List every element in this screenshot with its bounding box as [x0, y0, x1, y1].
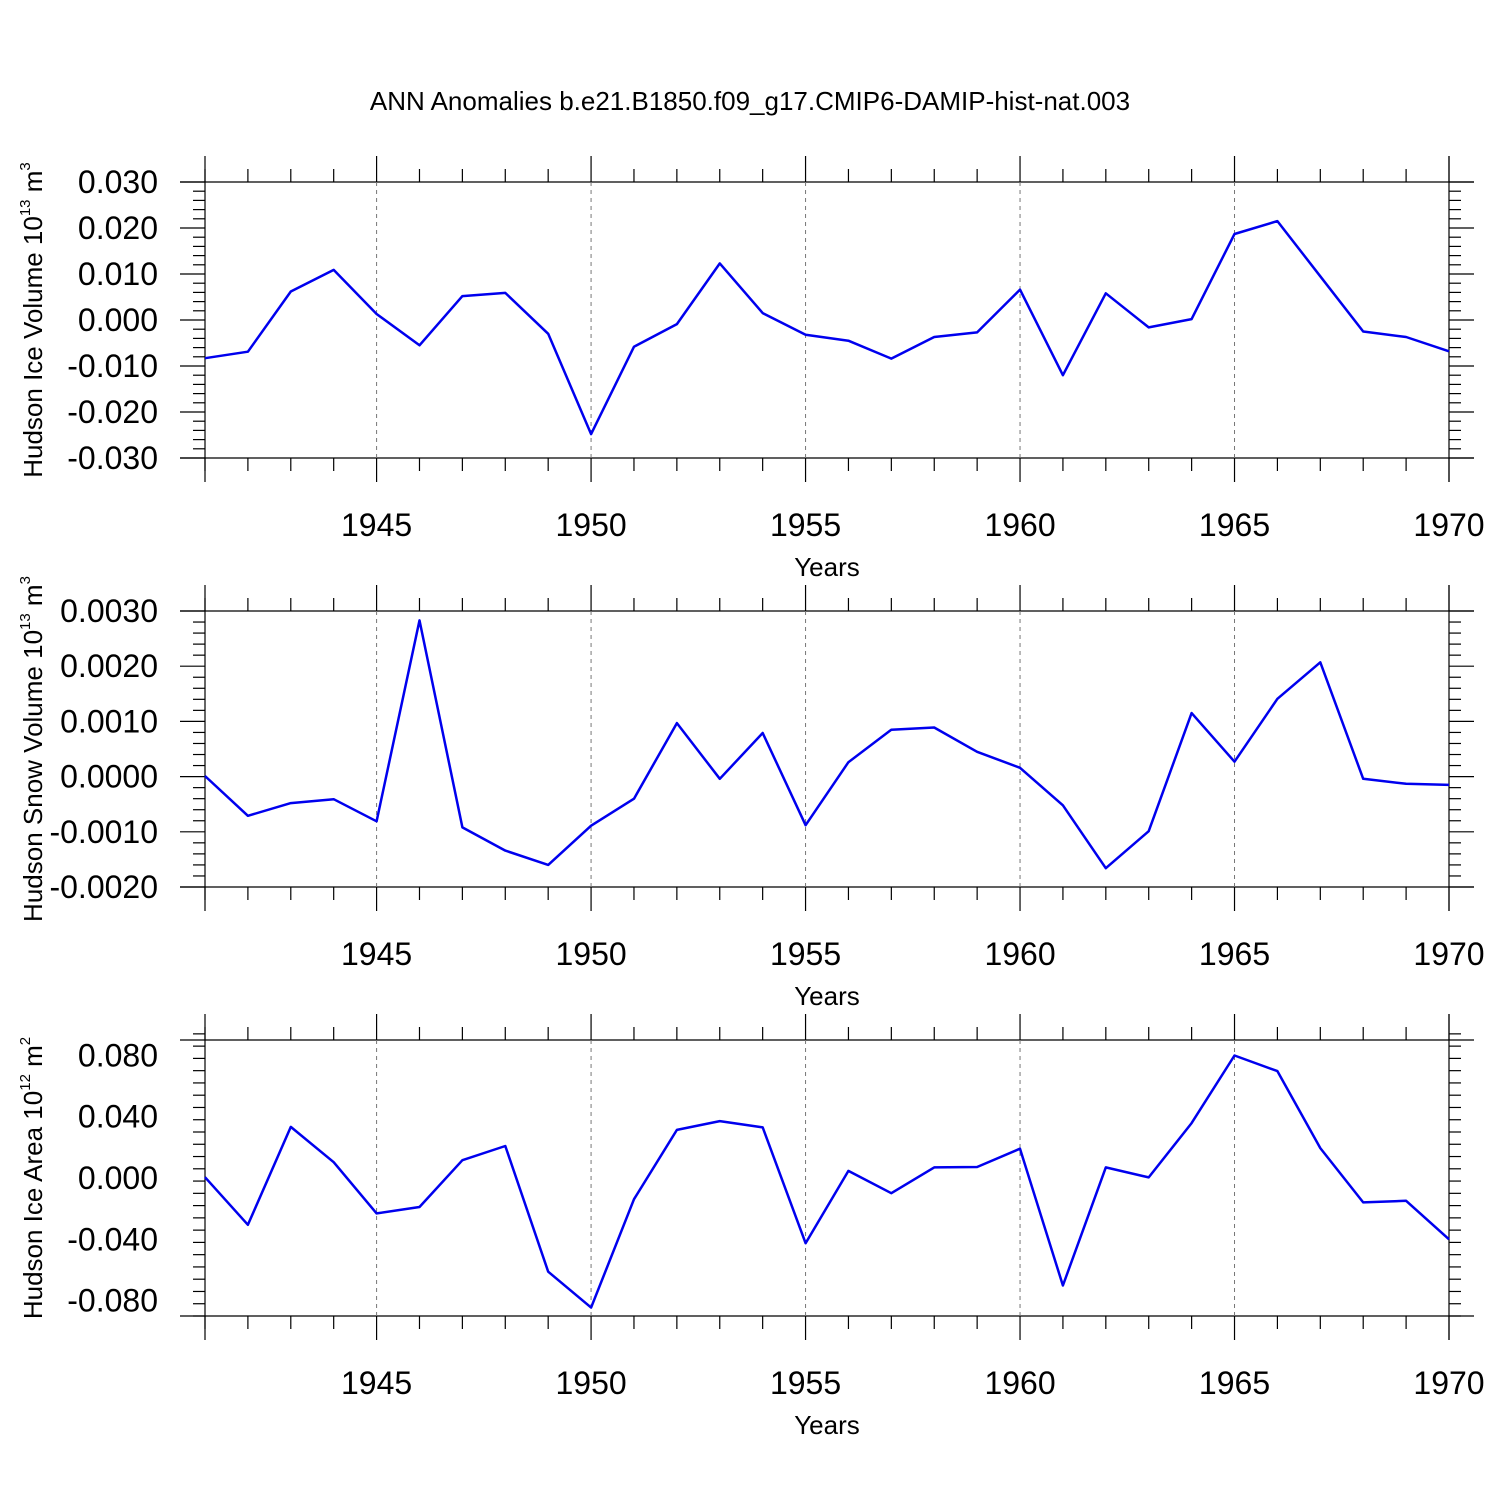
y-tick-label: 0.0020 — [60, 648, 158, 684]
series-line — [204, 1054, 1450, 1309]
y-tick-label: 0.000 — [78, 1160, 158, 1196]
x-tick-label: 1965 — [1199, 936, 1270, 972]
y-tick-label: -0.0010 — [49, 814, 158, 850]
y-axis-title-unit: m — [18, 1045, 48, 1074]
x-tick-label: 1945 — [341, 507, 412, 543]
series-line — [204, 219, 1450, 436]
y-tick-label: -0.0020 — [49, 869, 158, 905]
x-tick-label: 1945 — [341, 936, 412, 972]
x-tick-label: 1945 — [341, 1365, 412, 1401]
y-tick-label: -0.040 — [67, 1221, 158, 1257]
y-tick-label: 0.010 — [78, 256, 158, 292]
y-axis-title-exponent: 12 — [17, 1074, 34, 1091]
x-tick-label: 1970 — [1413, 507, 1484, 543]
y-tick-label: 0.0030 — [60, 593, 158, 629]
y-tick-label: 0.000 — [78, 302, 158, 338]
y-tick-label: 0.020 — [78, 210, 158, 246]
x-tick-label: 1955 — [770, 936, 841, 972]
x-tick-label: 1960 — [984, 1365, 1055, 1401]
y-tick-label: -0.020 — [67, 394, 158, 430]
y-tick-label: 0.040 — [78, 1099, 158, 1135]
x-axis-title: Years — [794, 552, 860, 582]
x-tick-label: 1970 — [1413, 936, 1484, 972]
y-tick-label: 0.030 — [78, 164, 158, 200]
y-axis-title-unit-exponent: 3 — [17, 576, 34, 584]
y-axis-title-main: Hudson Ice Area 10 — [18, 1091, 48, 1319]
x-tick-label: 1960 — [984, 936, 1055, 972]
y-tick-label: 0.080 — [78, 1037, 158, 1073]
y-tick-label: -0.080 — [67, 1283, 158, 1319]
panel-1: -0.030 -0.020 -0.010 0.000 0.010 0.020 0.030 19… — [17, 156, 1485, 582]
y-tick-label: 0.0000 — [60, 759, 158, 795]
y-tick-label: -0.010 — [67, 348, 158, 384]
x-tick-label: 1965 — [1199, 507, 1270, 543]
x-tick-label: 1955 — [770, 507, 841, 543]
y-axis-title-exponent: 13 — [17, 199, 34, 216]
y-tick-label: 0.0010 — [60, 703, 158, 739]
x-tick-label: 1950 — [555, 1365, 626, 1401]
y-axis-title-unit: m — [18, 584, 48, 613]
panel-2: -0.0020 -0.0010 0.0000 0.0010 0.0020 0.0030 19… — [17, 576, 1485, 1011]
y-axis-title: Hudson Ice Volume 1013 m3 — [17, 162, 48, 478]
x-tick-label: 1965 — [1199, 1365, 1270, 1401]
y-axis-title-unit: m — [18, 171, 48, 200]
panel-3: -0.080 -0.040 0.000 0.040 0.080 1945 1950 1955 1… — [17, 1014, 1485, 1440]
chart-title: ANN Anomalies b.e21.B1850.f09_g17.CMIP6-… — [370, 86, 1130, 116]
y-axis-title-main: Hudson Ice Volume 10 — [18, 216, 48, 478]
x-tick-label: 1950 — [555, 507, 626, 543]
chart-panels: -0.030 -0.020 -0.010 0.000 0.010 0.020 0.030 19… — [17, 156, 1485, 1440]
x-axis-title: Years — [794, 981, 860, 1011]
y-axis-title: Hudson Snow Volume 1013 m3 — [17, 576, 48, 922]
x-tick-label: 1970 — [1413, 1365, 1484, 1401]
y-axis-title-exponent: 13 — [17, 613, 34, 630]
y-axis-title-main: Hudson Snow Volume 10 — [18, 630, 48, 922]
series-line — [204, 619, 1450, 870]
x-tick-label: 1960 — [984, 507, 1055, 543]
y-axis-title-unit-exponent: 3 — [17, 162, 34, 170]
y-tick-label: -0.030 — [67, 440, 158, 476]
y-axis-title: Hudson Ice Area 1012 m2 — [17, 1037, 48, 1319]
x-tick-label: 1950 — [555, 936, 626, 972]
y-axis-title-unit-exponent: 2 — [17, 1037, 34, 1045]
x-axis-title: Years — [794, 1410, 860, 1440]
x-tick-label: 1955 — [770, 1365, 841, 1401]
